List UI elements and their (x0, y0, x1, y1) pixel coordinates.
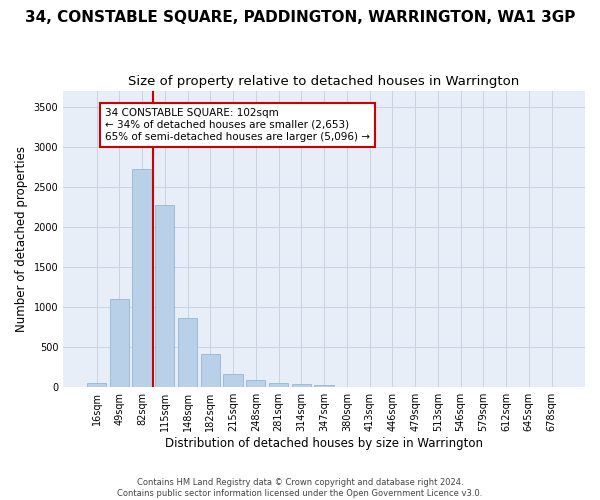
Bar (87, 383, 106, 387)
Bar (110, 299, 129, 387)
Y-axis label: Number of detached properties: Number of detached properties (15, 146, 28, 332)
Title: Size of property relative to detached houses in Warrington: Size of property relative to detached ho… (128, 75, 520, 88)
Bar (314, 385, 334, 387)
Bar (292, 384, 311, 387)
Bar (269, 383, 288, 387)
Bar (133, 169, 152, 387)
Text: 34, CONSTABLE SQUARE, PADDINGTON, WARRINGTON, WA1 3GP: 34, CONSTABLE SQUARE, PADDINGTON, WARRIN… (25, 10, 575, 25)
Text: Contains HM Land Registry data © Crown copyright and database right 2024.
Contai: Contains HM Land Registry data © Crown c… (118, 478, 482, 498)
Text: 34 CONSTABLE SQUARE: 102sqm
← 34% of detached houses are smaller (2,653)
65% of : 34 CONSTABLE SQUARE: 102sqm ← 34% of det… (105, 108, 370, 142)
Bar (155, 205, 175, 387)
Bar (223, 374, 243, 387)
Bar (200, 354, 220, 387)
Bar (246, 380, 265, 387)
X-axis label: Distribution of detached houses by size in Warrington: Distribution of detached houses by size … (165, 437, 483, 450)
Bar (178, 318, 197, 387)
